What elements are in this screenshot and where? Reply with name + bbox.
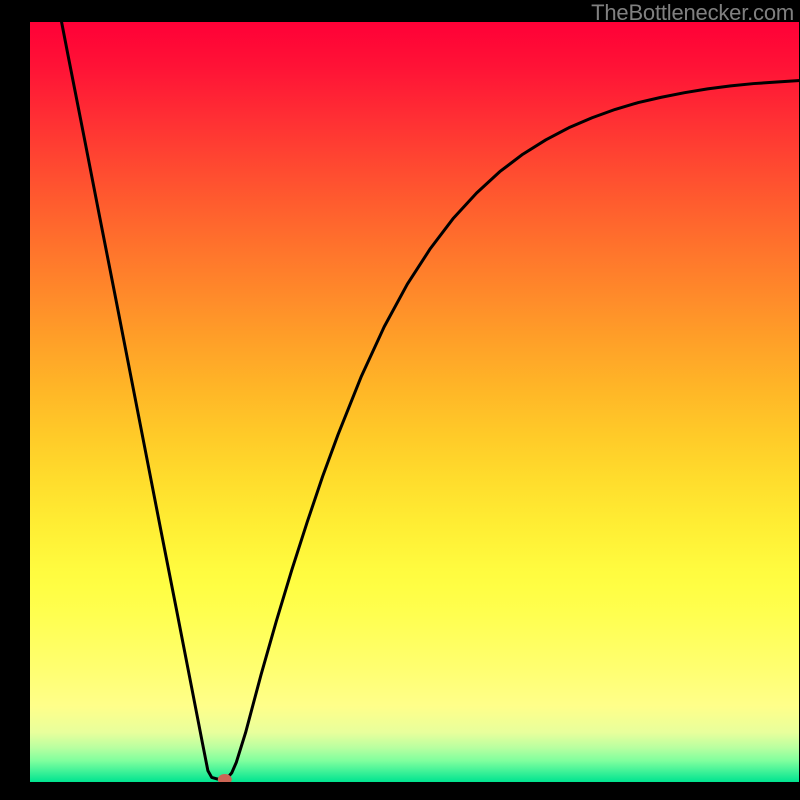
plot-background-gradient	[30, 22, 800, 782]
chart-container: TheBottlenecker.com	[0, 0, 800, 800]
bottleneck-chart	[0, 0, 800, 800]
watermark-text: TheBottlenecker.com	[591, 0, 794, 26]
